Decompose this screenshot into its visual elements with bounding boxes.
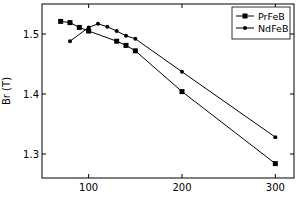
series-marker	[115, 29, 119, 33]
series-marker	[96, 22, 100, 26]
chart-root: 1.3 1.4 1.5 100 200 300 Br (T) PrFeBNdFeB	[0, 0, 300, 200]
y-tick	[42, 34, 46, 35]
legend-marker	[243, 26, 247, 30]
y-tick-right	[290, 34, 294, 35]
x-tick	[182, 174, 183, 178]
series-marker	[105, 25, 109, 29]
legend-label: NdFeB	[258, 23, 288, 34]
y-tick-right	[290, 94, 294, 95]
series-marker	[124, 34, 128, 38]
legend: PrFeBNdFeB	[232, 7, 290, 39]
y-tick	[42, 94, 46, 95]
y-tick-label: 1.3	[23, 149, 39, 160]
series-marker	[133, 37, 137, 41]
series-marker	[180, 70, 184, 74]
series-marker	[273, 135, 277, 139]
x-tick-top	[88, 4, 89, 8]
y-tick	[42, 154, 46, 155]
y-tick-label: 1.4	[23, 89, 39, 100]
data-group	[58, 19, 278, 166]
series-marker	[114, 39, 119, 44]
x-tick-label: 300	[266, 182, 285, 193]
legend-label: PrFeB	[258, 11, 285, 22]
series-marker	[68, 20, 73, 25]
legend-box	[232, 7, 290, 39]
plot-frame	[42, 4, 294, 178]
series-marker	[180, 89, 185, 94]
series-marker	[58, 19, 63, 24]
y-axis-label: Br (T)	[1, 77, 12, 105]
series-line	[61, 21, 276, 163]
x-tick-label: 100	[79, 182, 98, 193]
series-marker	[133, 48, 138, 53]
series-marker	[124, 43, 129, 48]
series-marker	[87, 25, 91, 29]
series-marker	[77, 25, 82, 30]
series-line	[70, 24, 275, 137]
y-tick-label: 1.5	[23, 29, 39, 40]
x-tick-label: 200	[172, 182, 191, 193]
x-tick	[275, 174, 276, 178]
chart-svg: 1.3 1.4 1.5 100 200 300 Br (T) PrFeBNdFeB	[0, 0, 300, 200]
series-marker	[68, 39, 72, 43]
legend-marker	[243, 14, 248, 19]
series-marker	[273, 161, 278, 166]
x-tick	[88, 174, 89, 178]
x-tick-top	[182, 4, 183, 8]
y-tick-right	[290, 154, 294, 155]
